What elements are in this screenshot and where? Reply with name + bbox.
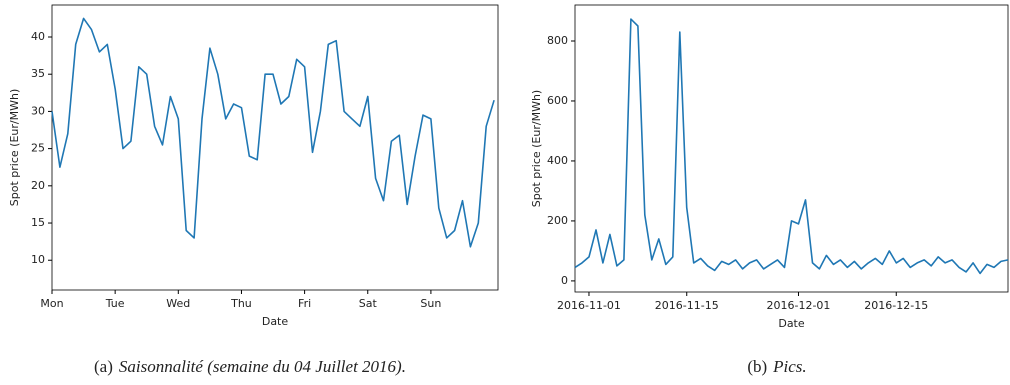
y-tick-label: 35 <box>31 67 45 80</box>
y-tick-label: 25 <box>31 142 45 155</box>
x-tick-label: Mon <box>40 297 63 310</box>
x-tick-label: 2016-11-15 <box>655 299 719 312</box>
y-axis-label: Spot price (Eur/MWh) <box>8 89 21 206</box>
y-tick-label: 0 <box>561 274 568 287</box>
x-tick-label: 2016-11-01 <box>557 299 621 312</box>
y-axis-label: Spot price (Eur/MWh) <box>530 90 543 207</box>
caption: (a) Saisonnalité (semaine du 04 Juillet 2… <box>94 357 406 376</box>
x-axis-label: Date <box>262 315 289 328</box>
caption-label: (a) <box>94 357 113 376</box>
caption-text: Saisonnalité (semaine du 04 Juillet 2016… <box>119 357 406 376</box>
y-tick-label: 400 <box>547 154 568 167</box>
x-tick-label: Tue <box>105 297 125 310</box>
y-tick-label: 15 <box>31 216 45 229</box>
x-tick-label: Sat <box>359 297 378 310</box>
y-tick-label: 600 <box>547 94 568 107</box>
y-tick-label: 10 <box>31 253 45 266</box>
x-tick-label: 2016-12-15 <box>864 299 928 312</box>
y-tick-label: 20 <box>31 179 45 192</box>
plot-frame <box>574 4 1009 293</box>
x-axis-label: Date <box>778 317 805 330</box>
x-tick-label: 2016-12-01 <box>767 299 831 312</box>
y-tick-label: 40 <box>31 30 45 43</box>
price-line <box>574 18 1009 275</box>
price-line <box>51 17 495 248</box>
x-tick-label: Fri <box>298 297 311 310</box>
y-tick-label: 200 <box>547 214 568 227</box>
caption-text: Pics. <box>772 357 807 376</box>
caption: (b) Pics. <box>747 357 806 376</box>
caption-label: (b) <box>747 357 767 376</box>
x-tick-label: Thu <box>230 297 252 310</box>
x-tick-label: Sun <box>420 297 441 310</box>
x-tick-label: Wed <box>166 297 190 310</box>
y-tick-label: 30 <box>31 104 45 117</box>
plot-frame <box>51 4 499 291</box>
y-tick-label: 800 <box>547 34 568 47</box>
